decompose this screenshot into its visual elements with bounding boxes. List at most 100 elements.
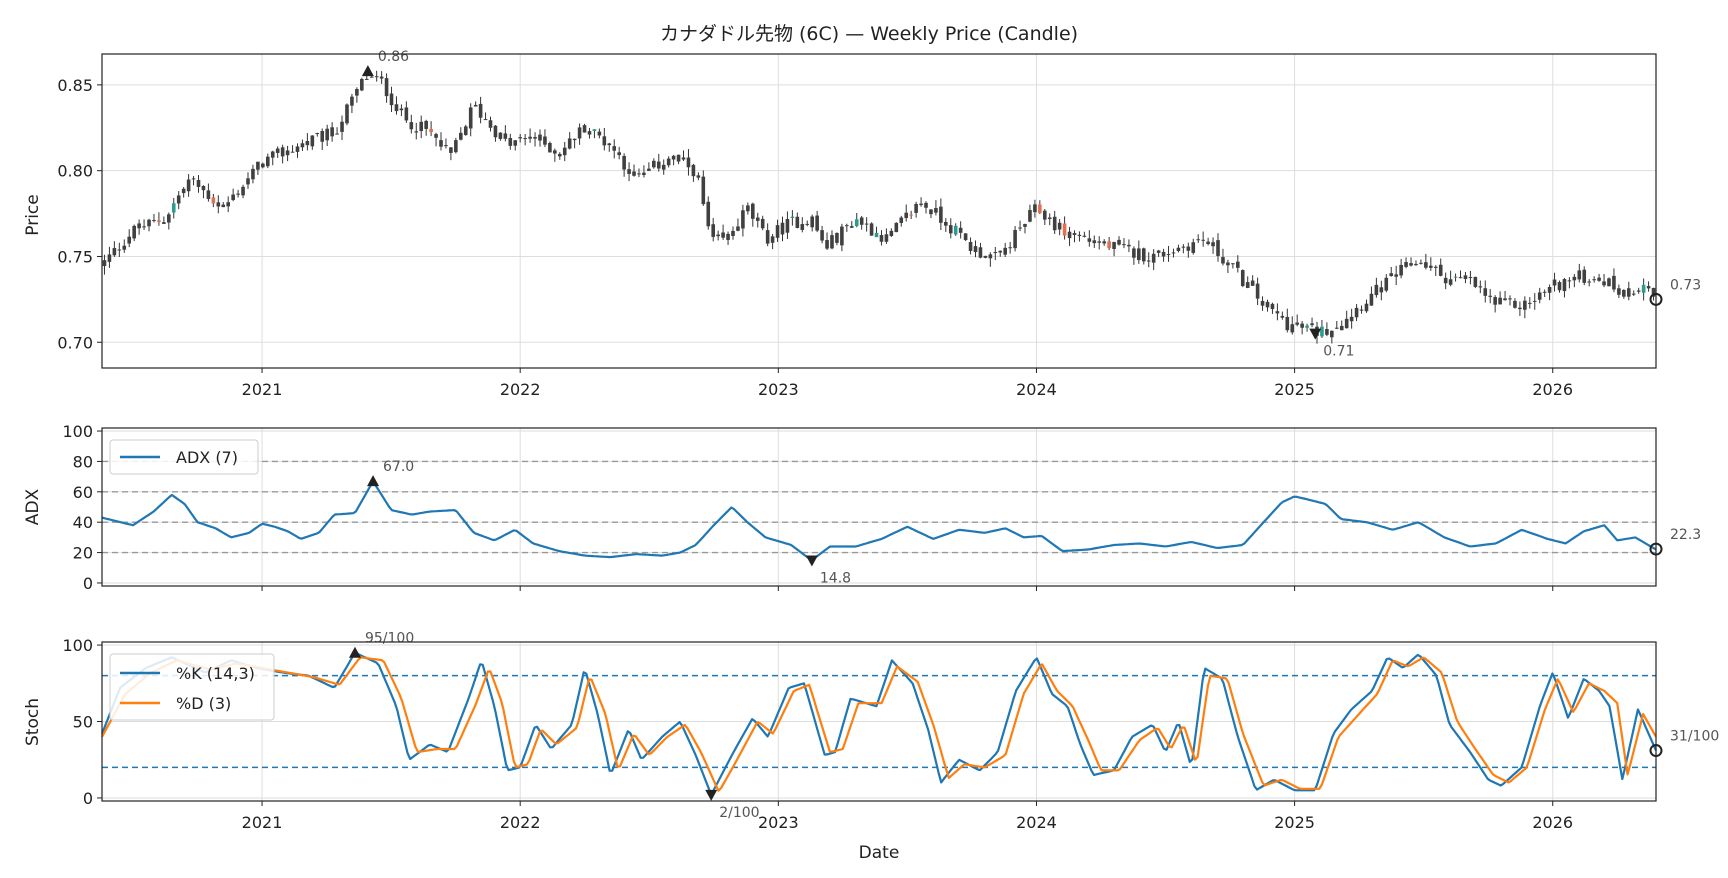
candle-body xyxy=(1404,262,1408,267)
candle-body xyxy=(1443,277,1448,284)
candle-body xyxy=(736,226,740,231)
candle-body xyxy=(236,193,240,195)
candle-body xyxy=(1245,282,1250,288)
candle-body xyxy=(488,120,493,128)
candle-body xyxy=(840,226,844,246)
candle-body xyxy=(261,163,265,168)
candle-body xyxy=(1419,262,1423,264)
candle-body xyxy=(879,235,884,242)
candle-body xyxy=(795,216,800,228)
candle-body xyxy=(716,234,720,237)
candle-body xyxy=(1453,276,1458,278)
candle-body xyxy=(429,128,433,133)
candle-body xyxy=(691,164,696,177)
candle-body xyxy=(320,130,325,142)
adx-panel: 67.0 14.8 22.3 0 20 40 60 80 100 ADX ADX (7) xyxy=(23,422,1701,593)
candle-body xyxy=(1493,297,1497,305)
adx-legend-label: ADX (7) xyxy=(176,448,238,467)
candle-body xyxy=(449,147,453,153)
candle-body xyxy=(1518,307,1522,310)
candle-body xyxy=(686,157,691,168)
candle-body xyxy=(290,151,295,153)
candle-body xyxy=(1330,330,1334,338)
candle-body xyxy=(1097,241,1102,243)
candle-body xyxy=(820,230,824,241)
candle-body xyxy=(1062,223,1067,236)
candle-body xyxy=(226,202,231,207)
candle-body xyxy=(196,179,201,187)
candle-body xyxy=(132,225,136,239)
candle-body xyxy=(384,78,389,97)
candle-body xyxy=(944,221,948,226)
candle-body xyxy=(310,135,315,147)
candle-body xyxy=(1161,251,1166,257)
candle-body xyxy=(270,151,275,158)
y-tick-label: 0.70 xyxy=(57,333,93,352)
candle-body xyxy=(473,104,478,107)
price-y-ticks: 0.70 0.75 0.80 0.85 xyxy=(57,76,102,352)
stoch-grid xyxy=(102,642,1656,801)
candle-body xyxy=(1290,324,1295,333)
y-tick-label: 0 xyxy=(83,574,93,593)
candle-body xyxy=(1112,242,1116,249)
candle-body xyxy=(1221,257,1225,264)
candle-body xyxy=(1463,275,1468,280)
candle-body xyxy=(1275,311,1280,314)
candle-body xyxy=(335,133,339,135)
candle-body xyxy=(934,208,938,213)
candle-body xyxy=(241,186,245,196)
y-tick-label: 0.75 xyxy=(57,247,93,266)
x-tick-label: 2025 xyxy=(1274,380,1315,399)
candle-body xyxy=(1260,300,1265,306)
candle-body xyxy=(483,119,488,121)
candle-body xyxy=(142,226,146,228)
candle-body xyxy=(622,155,626,170)
candle-body xyxy=(345,104,349,124)
candle-body xyxy=(1597,277,1601,281)
candle-body xyxy=(1033,204,1037,213)
x-tick-label: 2021 xyxy=(242,380,283,399)
price-annotations: 0.86 0.71 0.73 xyxy=(361,49,1701,360)
candle-body xyxy=(1364,303,1369,312)
price-panel: 0.860.710.73 0.700.750.800.85 2021 2022 20… xyxy=(23,49,1701,399)
candle-body xyxy=(231,194,235,201)
candle-body xyxy=(533,137,537,139)
candle-body xyxy=(478,103,483,118)
candle-body xyxy=(884,234,889,242)
candle-body xyxy=(553,150,557,154)
candle-body xyxy=(627,169,631,174)
candle-body xyxy=(305,141,310,146)
candle-body xyxy=(577,127,582,139)
x-tick-label: 2024 xyxy=(1016,380,1057,399)
x-axis-label: Date xyxy=(859,843,900,863)
price-candles xyxy=(102,70,1656,344)
candle-body xyxy=(696,175,701,178)
candle-body xyxy=(676,154,681,162)
candle-body xyxy=(340,121,344,132)
candle-body xyxy=(1265,301,1270,308)
candle-body xyxy=(909,214,913,216)
candle-body xyxy=(1424,262,1428,268)
candle-body xyxy=(157,220,161,223)
candle-body xyxy=(1141,248,1146,262)
candle-body xyxy=(1127,244,1131,247)
candle-body xyxy=(1305,325,1309,328)
candle-body xyxy=(127,236,132,244)
candle-body xyxy=(1191,242,1196,253)
x-tick-label: 2023 xyxy=(758,380,799,399)
candle-body xyxy=(1448,279,1453,285)
candle-body xyxy=(1250,280,1255,286)
candle-body xyxy=(652,160,656,168)
candle-body xyxy=(1339,325,1344,331)
candle-body xyxy=(1117,239,1121,245)
candle-body xyxy=(468,107,473,129)
candle-body xyxy=(993,252,998,254)
candle-body xyxy=(1082,235,1087,237)
stoch-annotations: 95/100 2/100 31/100 xyxy=(348,631,1719,821)
candle-body xyxy=(414,131,419,133)
candle-body xyxy=(835,232,839,243)
candle-body xyxy=(948,225,953,234)
candle-body xyxy=(1047,217,1052,219)
candle-body xyxy=(1255,283,1260,299)
